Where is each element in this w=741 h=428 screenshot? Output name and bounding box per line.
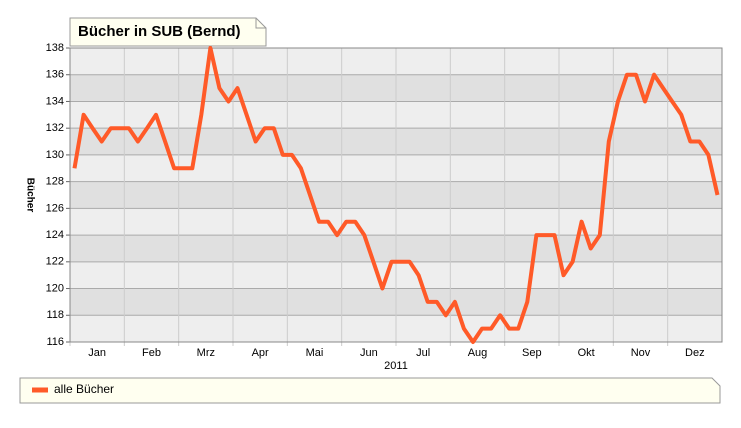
x-tick-label: Sep [522, 347, 542, 359]
y-tick-label: 120 [46, 282, 64, 294]
x-tick-label: Jun [360, 347, 378, 359]
x-tick-label: Mai [306, 347, 324, 359]
y-tick-label: 130 [46, 149, 64, 161]
y-tick-label: 138 [46, 42, 64, 54]
y-tick-label: 116 [46, 336, 64, 348]
x-axis-label: 2011 [384, 360, 408, 372]
y-tick-label: 132 [46, 122, 64, 134]
y-tick-label: 134 [46, 95, 64, 107]
x-tick-label: Aug [468, 347, 488, 359]
y-tick-label: 126 [46, 202, 64, 214]
title-fold [255, 18, 266, 29]
x-tick-label: Okt [578, 347, 595, 359]
x-tick-label: Feb [142, 347, 161, 359]
x-tick-label: Apr [252, 347, 269, 359]
y-tick-label: 128 [46, 176, 64, 188]
y-tick-label: 122 [46, 256, 64, 268]
title-box [69, 17, 267, 47]
plot-border [69, 47, 723, 343]
y-tick-label: 118 [46, 309, 64, 321]
x-tick-label: Mrz [197, 347, 215, 359]
x-tick-label: Jul [416, 347, 430, 359]
y-tick-label: 136 [46, 69, 64, 81]
chart-title: Bücher in SUB (Bernd) [78, 23, 241, 40]
legend-label: alle Bücher [54, 382, 114, 396]
y-tick-label: 124 [46, 229, 64, 241]
x-tick-label: Nov [631, 347, 651, 359]
y-axis-label: Bücher [24, 178, 35, 213]
data-line [72, 46, 720, 344]
x-tick-label: Dez [685, 347, 705, 359]
x-tick-label: Jan [88, 347, 106, 359]
legend-box [19, 377, 721, 404]
